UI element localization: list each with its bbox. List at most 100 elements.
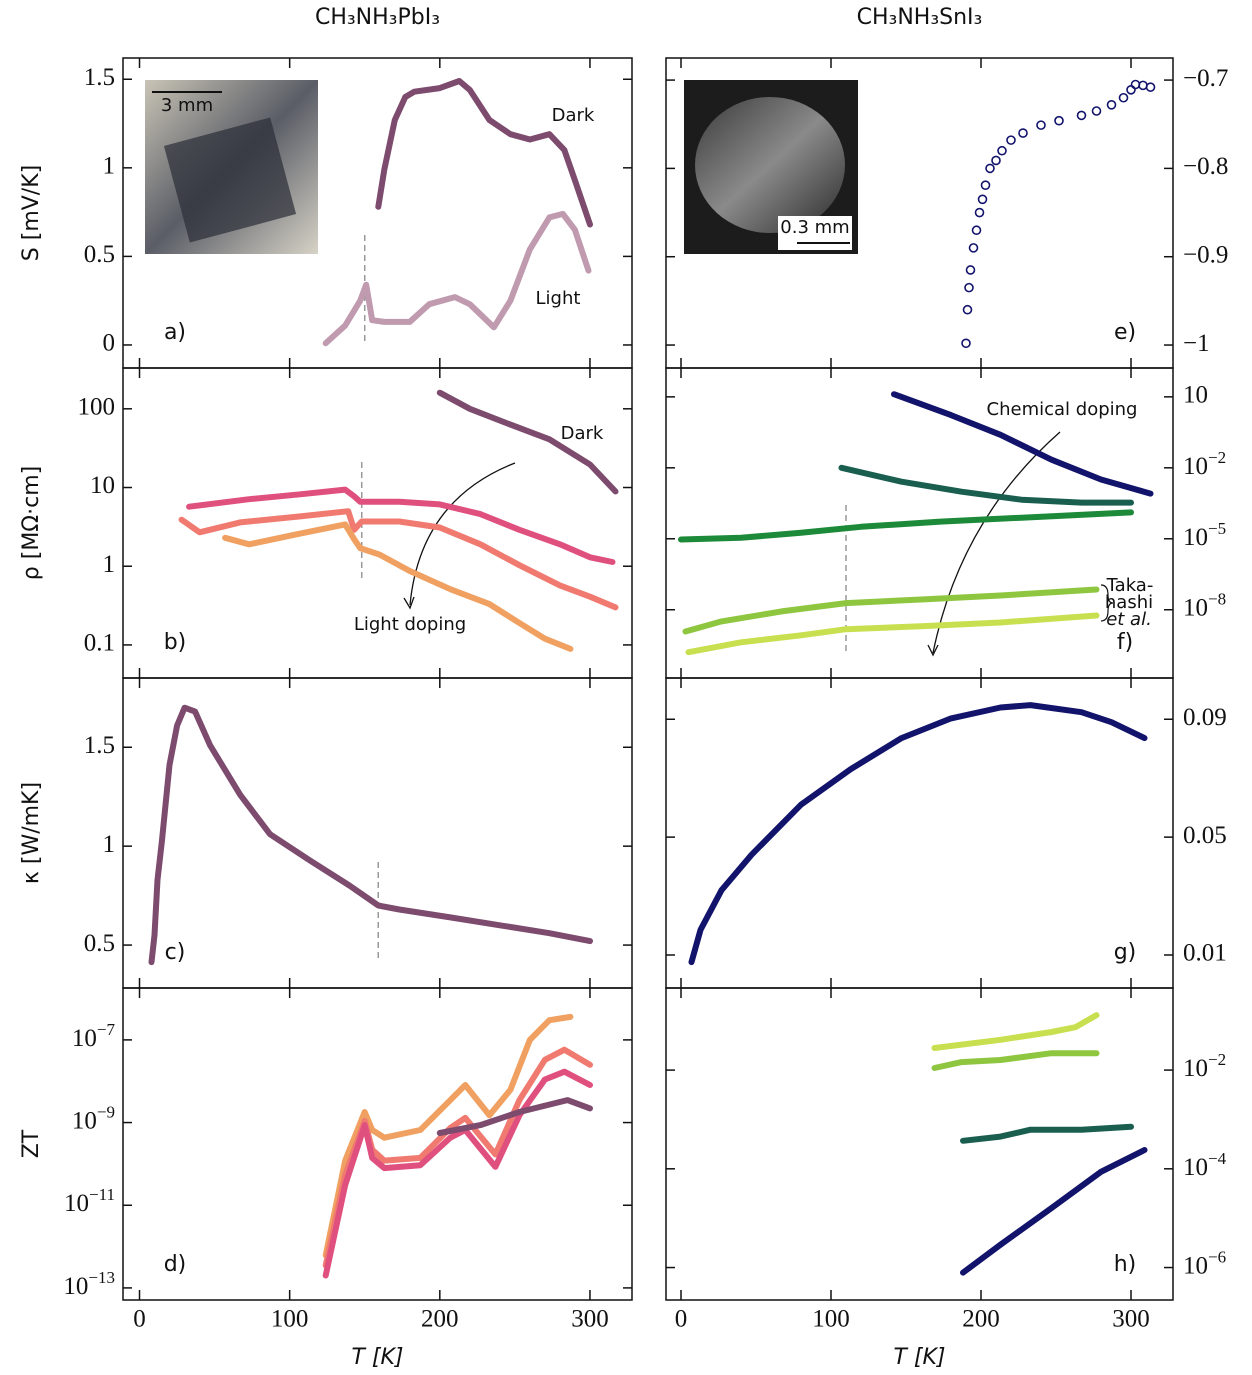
y-tick-label: 0.09: [1183, 704, 1227, 731]
data-line: [931, 1012, 1100, 1051]
y-tick-label: 10−2: [1183, 448, 1226, 480]
panel-label: g): [1114, 940, 1137, 965]
x-tick-label: 300: [1112, 1306, 1150, 1333]
data-line: [931, 1050, 1100, 1071]
data-line: [186, 486, 616, 565]
x-tick-label: 200: [421, 1306, 459, 1333]
x-tick-label: 100: [271, 1306, 309, 1333]
data-line: [222, 521, 574, 652]
y-tick-label: 0.5: [84, 241, 115, 268]
panel-label: d): [164, 1252, 187, 1277]
data-line: [322, 1068, 593, 1279]
data-point: [977, 194, 988, 205]
data-point: [1054, 115, 1064, 126]
y-tick-label: 0.05: [1183, 822, 1227, 849]
data-point: [985, 163, 995, 174]
data-line: [178, 508, 619, 611]
annotation: Light doping: [354, 614, 466, 635]
x-axis-label: T [K]: [893, 1345, 945, 1370]
y-tick-label: 10−2: [1183, 1050, 1226, 1082]
panel-label: c): [165, 940, 186, 965]
y-tick-label: 10−5: [1183, 519, 1226, 551]
y-tick-label: 10−4: [1183, 1149, 1227, 1181]
y-tick-label: 0.01: [1183, 940, 1227, 967]
y-tick-label: 0.5: [84, 930, 115, 957]
annotation: Chemical doping: [987, 399, 1138, 420]
arrow-head: [927, 644, 939, 657]
data-point: [974, 207, 985, 218]
panel-frame: [665, 987, 1174, 1301]
panel-frame: [122, 987, 633, 1301]
crystal: [163, 117, 297, 243]
y-tick-label: 100: [78, 394, 116, 421]
data-point: [997, 145, 1007, 156]
y-tick-label: −0.7: [1183, 65, 1228, 92]
x-tick-label: 0: [133, 1306, 146, 1333]
data-point: [1126, 84, 1136, 95]
annotation: Taka-: [1106, 575, 1154, 596]
x-tick-label: 0: [675, 1306, 688, 1333]
y-tick-label: 1: [103, 551, 116, 578]
data-line: [436, 1097, 593, 1136]
column-title: CH₃NH₃PbI₃: [315, 5, 440, 30]
panel-label: f): [1117, 630, 1133, 655]
y-tick-label: −1: [1183, 330, 1210, 357]
panel-label: a): [164, 320, 186, 345]
data-point: [1106, 100, 1117, 110]
x-tick-label: 200: [962, 1306, 1000, 1333]
series-label: Dark: [552, 105, 595, 126]
panel-label: b): [164, 630, 187, 655]
data-point: [964, 282, 974, 293]
data-line: [148, 704, 593, 966]
data-point: [1091, 106, 1102, 116]
y-tick-label: 1: [103, 831, 116, 858]
panel-frame: [665, 677, 1174, 989]
y-tick-label: 10−8: [1183, 590, 1226, 622]
y-tick-label: 10−11: [64, 1185, 115, 1217]
data-line: [688, 702, 1148, 966]
arrow: [409, 462, 516, 606]
inset-scale: 0.3 mm: [780, 217, 849, 238]
x-tick-label: 100: [812, 1306, 850, 1333]
series-label: Light: [536, 288, 581, 309]
y-axis-label: κ [W/mK]: [19, 782, 44, 884]
data-point: [962, 304, 973, 315]
data-point: [1036, 120, 1046, 130]
data-point: [1118, 92, 1129, 103]
data-line: [838, 464, 1134, 506]
data-line: [682, 586, 1100, 635]
y-tick-label: 10: [90, 472, 115, 499]
data-point: [1006, 135, 1016, 145]
data-line: [322, 1046, 593, 1269]
x-axis-label: T [K]: [351, 1345, 403, 1370]
data-line: [891, 391, 1154, 497]
y-tick-label: 0.1: [84, 630, 115, 657]
y-tick-label: 1.5: [84, 732, 115, 759]
x-tick-label: 300: [571, 1306, 609, 1333]
y-tick-label: 10: [1183, 382, 1208, 409]
data-point: [991, 155, 1001, 166]
data-point: [961, 338, 971, 349]
data-line: [375, 78, 593, 228]
data-line: [322, 210, 592, 347]
arrow-head: [403, 596, 415, 610]
data-line: [960, 1147, 1148, 1276]
data-line: [322, 1013, 574, 1259]
data-line: [678, 509, 1134, 543]
y-tick-label: 0: [103, 330, 116, 357]
data-point: [1018, 128, 1028, 138]
y-axis-label: S [mV/K]: [19, 165, 44, 261]
y-tick-label: 1: [103, 153, 116, 180]
data-point: [1076, 110, 1087, 121]
sem-sample: [695, 97, 845, 233]
data-line: [960, 1123, 1134, 1144]
y-tick-label: 10−7: [72, 1020, 116, 1052]
scale-box: [778, 216, 852, 250]
panel-label: e): [1114, 320, 1136, 345]
y-axis-label: ZT: [19, 1129, 44, 1158]
y-tick-label: −0.9: [1183, 241, 1228, 268]
y-tick-label: 1.5: [84, 64, 115, 91]
data-point: [1145, 82, 1156, 92]
data-point: [965, 265, 976, 275]
